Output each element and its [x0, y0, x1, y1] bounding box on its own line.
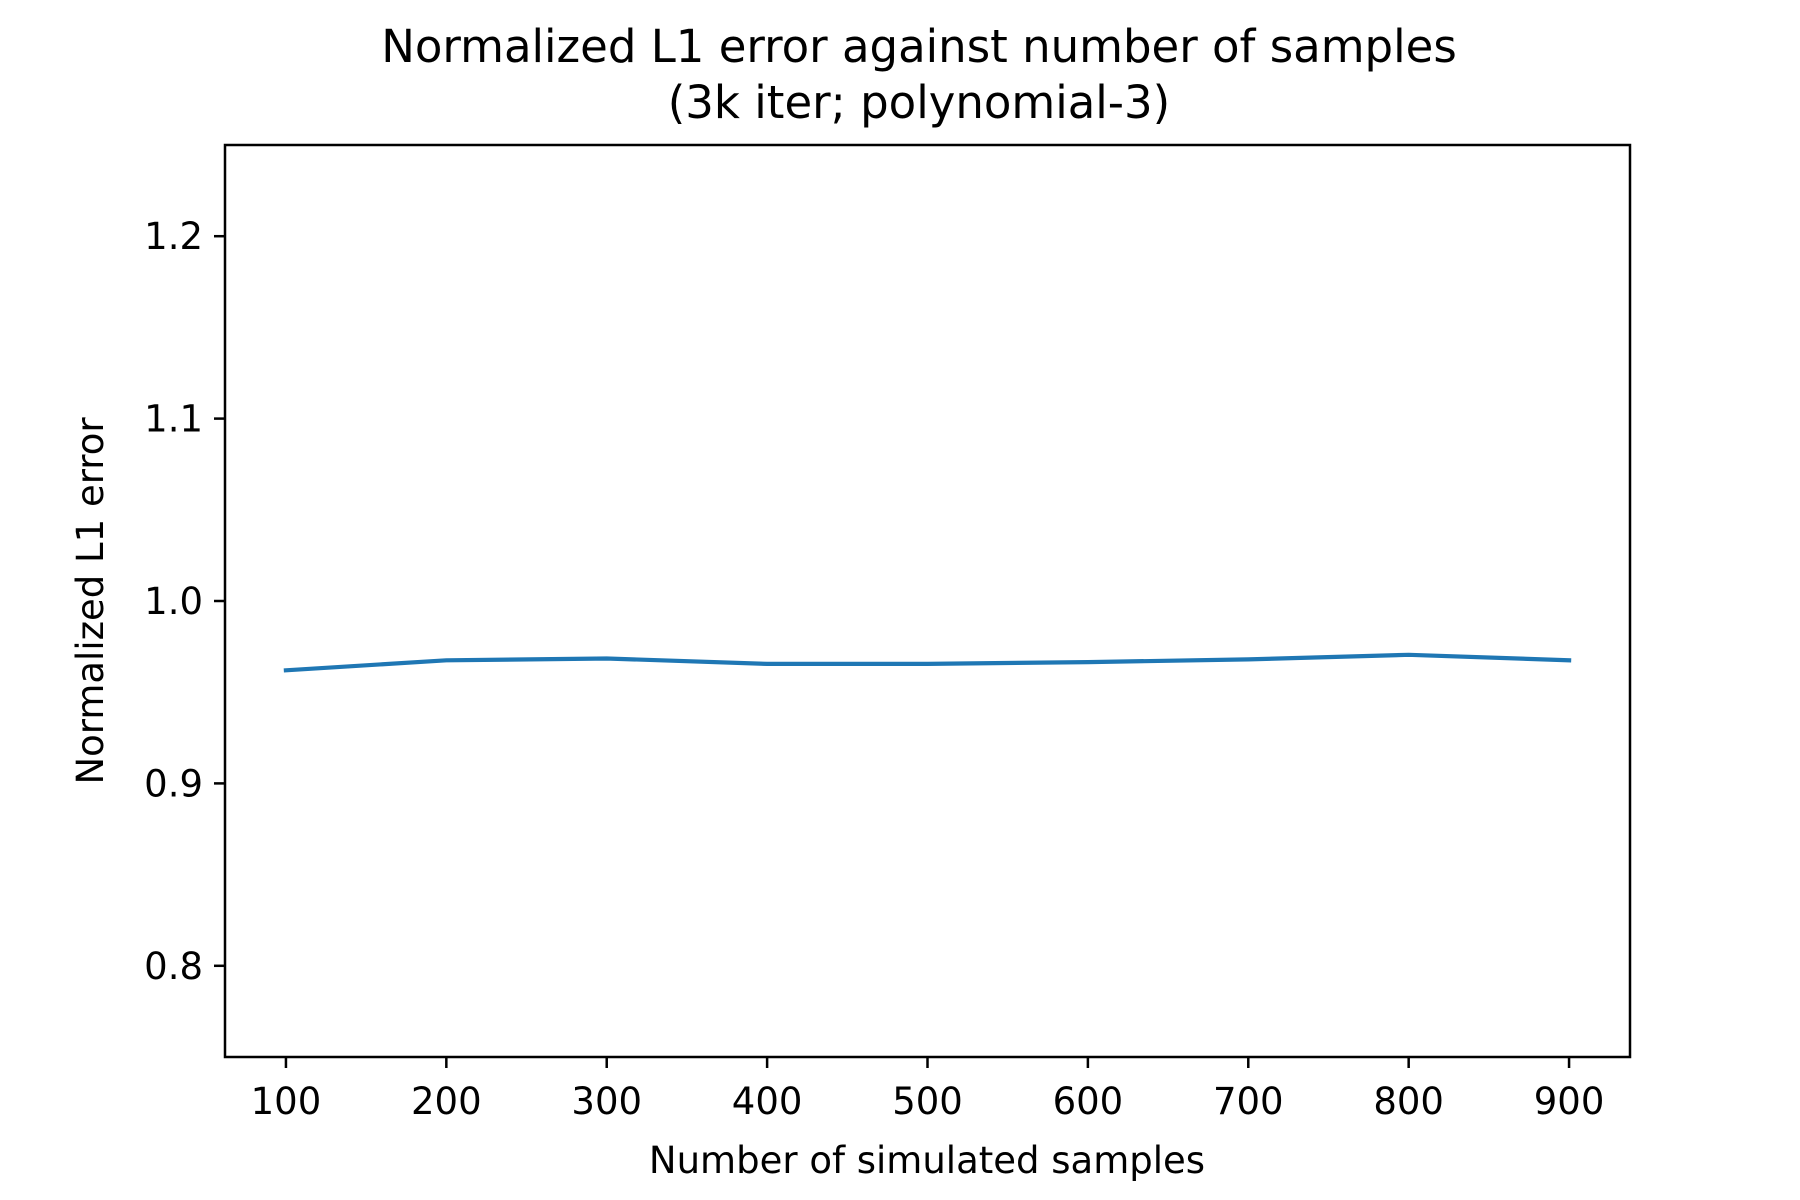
- chart-title: Normalized L1 error against number of sa…: [381, 20, 1457, 73]
- y-tick-label: 0.8: [144, 945, 203, 988]
- x-tick-label: 400: [732, 1080, 803, 1123]
- axis-ticks: 100 200 300 400 500 600 700 800 900 0.8 0.9 1.0 1.1 1…: [144, 215, 1604, 1123]
- y-tick-label: 1.1: [144, 398, 203, 441]
- x-tick-label: 900: [1534, 1080, 1605, 1123]
- x-tick-label: 100: [251, 1080, 322, 1123]
- x-axis-label: Number of simulated samples: [649, 1139, 1205, 1182]
- x-tick-label: 800: [1373, 1080, 1444, 1123]
- x-tick-label: 500: [892, 1080, 963, 1123]
- chart-subtitle: (3k iter; polynomial-3): [668, 76, 1170, 129]
- series-line: [283, 652, 1572, 673]
- y-tick-label: 1.0: [144, 580, 203, 623]
- x-tick-label: 300: [571, 1080, 642, 1123]
- y-tick-label: 1.2: [144, 215, 203, 258]
- x-tick-label: 200: [411, 1080, 482, 1123]
- plot-frame: [223, 143, 1632, 1059]
- x-tick-label: 700: [1213, 1080, 1284, 1123]
- y-axis-label: Normalized L1 error: [69, 417, 112, 785]
- series-layer: [283, 652, 1572, 673]
- y-tick-label: 0.9: [144, 762, 203, 805]
- x-tick-label: 600: [1053, 1080, 1124, 1123]
